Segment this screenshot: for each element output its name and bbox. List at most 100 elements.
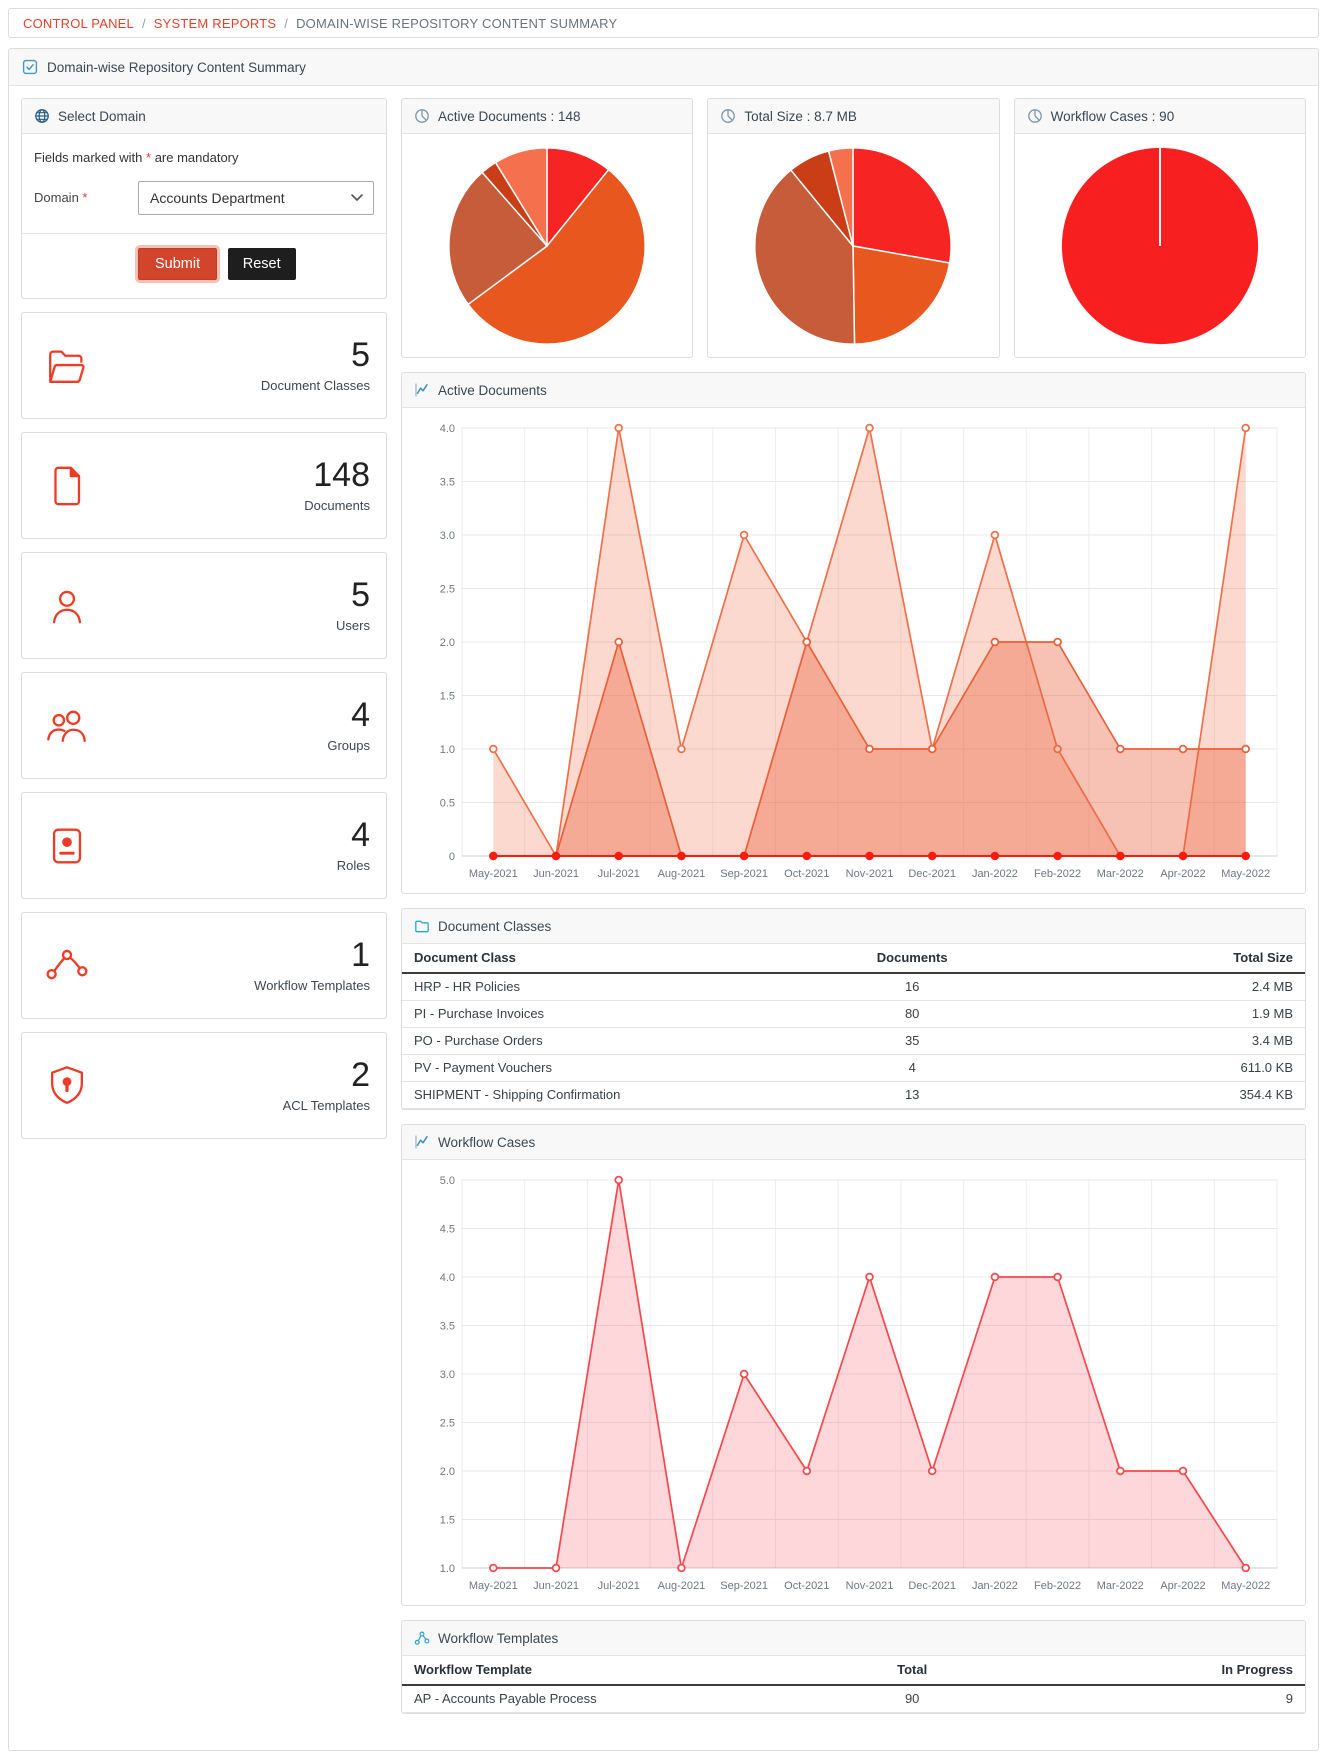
cell-size: 3.4 MB <box>1034 1027 1305 1055</box>
pie-panel-workflow-cases: Workflow Cases : 90 <box>1013 98 1306 358</box>
stat-label: ACL Templates <box>282 1097 370 1113</box>
stat-card-documents: 148 Documents <box>21 432 387 539</box>
svg-text:5.0: 5.0 <box>440 1175 455 1187</box>
domain-select-value: Accounts Department <box>150 190 285 206</box>
workflow-cases-pie[interactable] <box>1057 143 1263 349</box>
cell-class: PV - Payment Vouchers <box>402 1054 791 1082</box>
pie-title: Workflow Cases : 90 <box>1050 108 1175 124</box>
svg-text:2.5: 2.5 <box>440 584 455 596</box>
workflow-templates-panel: Workflow Templates Workflow Template Tot… <box>401 1620 1306 1714</box>
workflow-icon <box>46 949 88 979</box>
svg-text:1.0: 1.0 <box>440 1563 455 1575</box>
submit-button[interactable]: Submit <box>138 248 218 280</box>
workflow-cases-chart-panel: Workflow Cases 1.0 1.5 2.0 2.5 3.0 3.5 4.0 4.5 5… <box>401 1124 1306 1606</box>
cell-size: 611.0 KB <box>1034 1054 1305 1082</box>
svg-text:3.5: 3.5 <box>440 477 455 489</box>
page-title: Domain-wise Repository Content Summary <box>47 59 306 75</box>
table-row[interactable]: HRP - HR Policies 16 2.4 MB <box>402 973 1305 1001</box>
domain-label: Domain * <box>34 190 88 205</box>
domain-select[interactable]: Accounts Department <box>138 181 374 215</box>
line-chart-icon <box>415 1135 428 1149</box>
cell-class: PI - Purchase Invoices <box>402 1000 791 1028</box>
report-check-icon <box>22 59 38 75</box>
select-domain-title: Select Domain <box>58 108 146 124</box>
cell-size: 1.9 MB <box>1034 1000 1305 1028</box>
stat-value: 2 <box>351 1056 370 1095</box>
svg-text:May-2021: May-2021 <box>469 868 518 880</box>
svg-text:3.5: 3.5 <box>440 1321 455 1333</box>
document-classes-panel: Document Classes Document Class Document… <box>401 908 1306 1110</box>
cell-size: 354.4 KB <box>1034 1081 1305 1109</box>
col-workflow-template: Workflow Template <box>402 1656 791 1686</box>
breadcrumb-system-reports[interactable]: SYSTEM REPORTS <box>153 15 277 31</box>
table-row[interactable]: PV - Payment Vouchers 4 611.0 KB <box>402 1054 1305 1082</box>
stat-label: Users <box>336 617 370 633</box>
svg-text:Aug-2021: Aug-2021 <box>658 868 706 880</box>
svg-text:1.5: 1.5 <box>440 1515 455 1527</box>
svg-text:Jan-2022: Jan-2022 <box>972 868 1018 880</box>
col-documents: Documents <box>790 944 1035 974</box>
active-documents-area-chart[interactable]: 0 0.5 1.0 1.5 2.0 2.5 3.0 3.5 4.0 May-2021 Jun-202… <box>412 416 1293 886</box>
stat-value: 1 <box>351 936 370 975</box>
svg-text:1.0: 1.0 <box>440 744 455 756</box>
table-row[interactable]: SHIPMENT - Shipping Confirmation 13 354.… <box>402 1081 1305 1109</box>
pie-title: Active Documents : 148 <box>438 108 581 124</box>
stat-value: 4 <box>351 816 370 855</box>
stat-value: 148 <box>313 456 370 495</box>
col-in-progress: In Progress <box>1034 1656 1305 1686</box>
table-header-row: Document Class Documents Total Size <box>402 944 1305 974</box>
cell-size: 2.4 MB <box>1034 973 1305 1001</box>
svg-text:Sep-2021: Sep-2021 <box>720 868 768 880</box>
main-panel: Domain-wise Repository Content Summary S… <box>8 48 1319 1751</box>
left-column: Select Domain Fields marked with * are m… <box>21 98 387 1139</box>
document-icon <box>54 466 81 505</box>
breadcrumb-control-panel[interactable]: CONTROL PANEL <box>23 15 134 31</box>
reset-button[interactable]: Reset <box>227 248 296 280</box>
breadcrumb-current-page: DOMAIN-WISE REPOSITORY CONTENT SUMMARY <box>296 15 618 31</box>
line-chart-icon <box>415 383 428 397</box>
stat-value: 5 <box>351 576 370 615</box>
col-total-size: Total Size <box>1034 944 1305 974</box>
select-domain-header: Select Domain <box>22 99 386 134</box>
table-row[interactable]: PO - Purchase Orders 35 3.4 MB <box>402 1027 1305 1055</box>
pie-chart-icon <box>721 109 736 123</box>
svg-text:4.0: 4.0 <box>440 423 455 435</box>
shield-icon <box>50 1065 84 1104</box>
stat-card-roles: 4 Roles <box>21 792 387 899</box>
breadcrumb-separator: / <box>141 15 146 31</box>
svg-text:May-2022: May-2022 <box>1221 868 1270 880</box>
pie-panel-active-documents: Active Documents : 148 <box>401 98 694 358</box>
svg-text:Dec-2021: Dec-2021 <box>908 868 956 880</box>
stat-label: Roles <box>336 857 370 873</box>
cell-documents: 16 <box>790 973 1035 1001</box>
svg-text:Nov-2021: Nov-2021 <box>846 868 894 880</box>
workflow-cases-area-chart[interactable]: 1.0 1.5 2.0 2.5 3.0 3.5 4.0 4.5 5.0 May-2021 Jun-2… <box>412 1168 1293 1598</box>
chart-title: Active Documents <box>438 382 547 398</box>
svg-text:Dec-2021: Dec-2021 <box>908 1580 956 1592</box>
stat-label: Groups <box>327 737 370 753</box>
pie-row: Active Documents : 148 Total Siz <box>401 98 1306 358</box>
stat-card-workflow-templates: 1 Workflow Templates <box>21 912 387 1019</box>
total-size-pie[interactable] <box>750 143 956 349</box>
cell-documents: 80 <box>790 1000 1035 1028</box>
svg-text:May-2021: May-2021 <box>469 1580 518 1592</box>
svg-text:4.5: 4.5 <box>440 1224 455 1236</box>
cell-class: HRP - HR Policies <box>402 973 791 1001</box>
table-row[interactable]: AP - Accounts Payable Process 90 9 <box>402 1685 1305 1713</box>
document-classes-table: Document Class Documents Total Size HRP … <box>402 944 1305 1109</box>
cell-class: PO - Purchase Orders <box>402 1027 791 1055</box>
breadcrumb-separator: / <box>284 15 289 31</box>
svg-text:Jan-2022: Jan-2022 <box>972 1580 1018 1592</box>
active-documents-pie[interactable] <box>444 143 650 349</box>
svg-text:Apr-2022: Apr-2022 <box>1160 1580 1205 1592</box>
svg-text:1.5: 1.5 <box>440 691 455 703</box>
right-column: Active Documents : 148 Total Siz <box>401 98 1306 1714</box>
globe-icon <box>35 109 49 123</box>
id-card-icon <box>52 828 82 863</box>
stat-label: Documents <box>304 497 370 513</box>
folder-icon <box>415 920 429 933</box>
stat-label: Document Classes <box>260 377 370 393</box>
svg-text:Feb-2022: Feb-2022 <box>1034 1580 1081 1592</box>
chevron-down-icon <box>351 194 363 201</box>
table-row[interactable]: PI - Purchase Invoices 80 1.9 MB <box>402 1000 1305 1028</box>
